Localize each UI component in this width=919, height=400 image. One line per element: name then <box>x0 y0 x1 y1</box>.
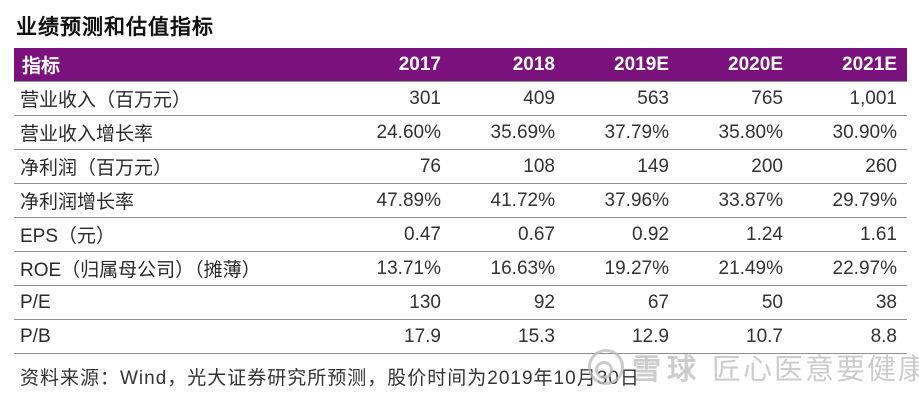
page-title: 业绩预测和估值指标 <box>16 16 214 39</box>
cell-value: 35.69% <box>451 115 565 150</box>
cell-value: 1,001 <box>793 81 907 116</box>
column-header-2019e: 2019E <box>565 48 679 82</box>
cell-value: 37.79% <box>565 115 679 150</box>
row-label: ROE（归属母公司）（摊薄） <box>14 251 337 286</box>
cell-value: 50 <box>679 285 793 320</box>
table-row: EPS（元） 0.47 0.67 0.92 1.24 1.61 <box>14 217 907 252</box>
row-label: P/E <box>14 285 337 320</box>
cell-value: 0.47 <box>337 217 451 252</box>
cell-value: 17.9 <box>337 319 451 354</box>
cell-value: 563 <box>565 81 679 116</box>
table-row: ROE（归属母公司）（摊薄） 13.71% 16.63% 19.27% 21.49% 22… <box>14 251 907 286</box>
table-header-row: 指标 2017 2018 2019E 2020E 2021E <box>14 48 907 82</box>
cell-value: 301 <box>337 81 451 116</box>
column-header-metric: 指标 <box>14 48 337 82</box>
cell-value: 130 <box>337 285 451 320</box>
cell-value: 92 <box>451 285 565 320</box>
row-label: P/B <box>14 319 337 354</box>
table-row: 营业收入增长率 24.60% 35.69% 37.79% 35.80% 30.90% <box>14 115 907 150</box>
forecast-valuation-table: 指标 2017 2018 2019E 2020E 2021E 营业收入（百万元）… <box>14 48 907 354</box>
table-row: P/E 130 92 67 50 38 <box>14 285 907 320</box>
cell-value: 19.27% <box>565 251 679 286</box>
row-label: 营业收入（百万元） <box>14 81 337 116</box>
cell-value: 1.24 <box>679 217 793 252</box>
cell-value: 38 <box>793 285 907 320</box>
cell-value: 67 <box>565 285 679 320</box>
cell-value: 33.87% <box>679 183 793 218</box>
cell-value: 76 <box>337 149 451 184</box>
cell-value: 29.79% <box>793 183 907 218</box>
cell-value: 47.89% <box>337 183 451 218</box>
row-label: 营业收入增长率 <box>14 115 337 150</box>
cell-value: 108 <box>451 149 565 184</box>
cell-value: 22.97% <box>793 251 907 286</box>
cell-value: 41.72% <box>451 183 565 218</box>
cell-value: 0.67 <box>451 217 565 252</box>
cell-value: 21.49% <box>679 251 793 286</box>
row-label: 净利润（百万元） <box>14 149 337 184</box>
column-header-2021e: 2021E <box>793 48 907 82</box>
table-row: P/B 17.9 15.3 12.9 10.7 8.8 <box>14 319 907 354</box>
cell-value: 1.61 <box>793 217 907 252</box>
cell-value: 12.9 <box>565 319 679 354</box>
cell-value: 409 <box>451 81 565 116</box>
row-label: EPS（元） <box>14 217 337 252</box>
cell-value: 10.7 <box>679 319 793 354</box>
cell-value: 35.80% <box>679 115 793 150</box>
row-label: 净利润增长率 <box>14 183 337 218</box>
cell-value: 200 <box>679 149 793 184</box>
cell-value: 15.3 <box>451 319 565 354</box>
cell-value: 149 <box>565 149 679 184</box>
table-row: 净利润（百万元） 76 108 149 200 260 <box>14 149 907 184</box>
column-header-2020e: 2020E <box>679 48 793 82</box>
cell-value: 260 <box>793 149 907 184</box>
cell-value: 13.71% <box>337 251 451 286</box>
cell-value: 24.60% <box>337 115 451 150</box>
cell-value: 765 <box>679 81 793 116</box>
cell-value: 37.96% <box>565 183 679 218</box>
cell-value: 0.92 <box>565 217 679 252</box>
column-header-2017: 2017 <box>337 48 451 82</box>
cell-value: 8.8 <box>793 319 907 354</box>
source-note: 资料来源：Wind，光大证券研究所预测，股价时间为2019年10月30日 <box>20 368 640 389</box>
cell-value: 30.90% <box>793 115 907 150</box>
column-header-2018: 2018 <box>451 48 565 82</box>
table-row: 营业收入（百万元） 301 409 563 765 1,001 <box>14 81 907 116</box>
cell-value: 16.63% <box>451 251 565 286</box>
table-row: 净利润增长率 47.89% 41.72% 37.96% 33.87% 29.79% <box>14 183 907 218</box>
